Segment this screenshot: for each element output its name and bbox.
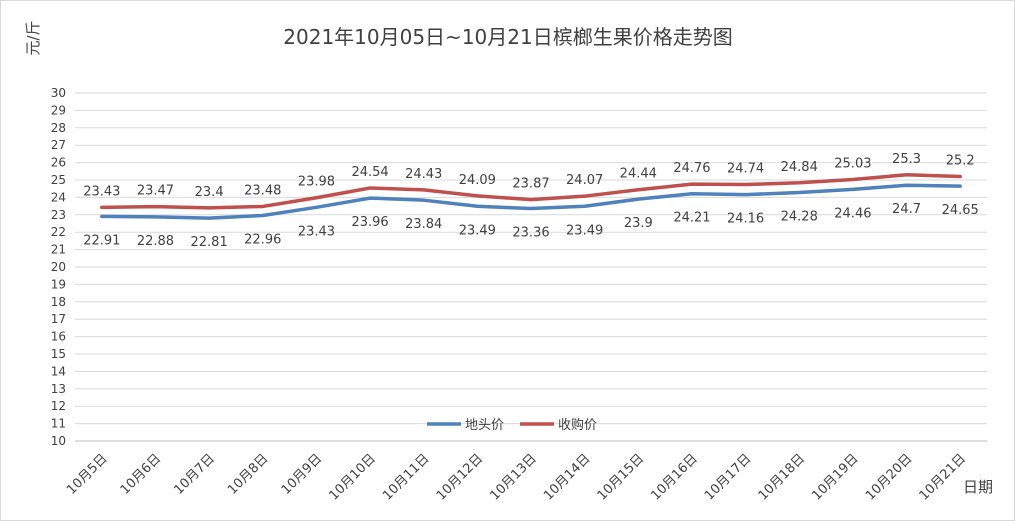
- gridlines: [75, 92, 987, 442]
- y-tick-label: 16: [51, 330, 66, 344]
- data-label: 25.2: [946, 154, 975, 169]
- x-tick-label: 10月17日: [702, 451, 754, 503]
- y-tick-label: 28: [51, 121, 66, 135]
- y-tick-label: 24: [51, 190, 66, 204]
- data-label: 24.44: [620, 167, 657, 182]
- data-label: 24.65: [942, 203, 979, 218]
- chart-title: 2021年10月05日~10月21日槟榔生果价格走势图: [283, 25, 732, 49]
- data-label: 23.43: [298, 224, 335, 239]
- data-label: 22.91: [83, 233, 120, 248]
- data-label: 23.43: [83, 184, 120, 199]
- x-tick-label: 10月6日: [118, 451, 165, 498]
- y-tick-label: 15: [51, 347, 66, 361]
- data-label: 24.16: [727, 212, 764, 227]
- data-label: 24.09: [459, 173, 496, 188]
- y-tick-label: 21: [51, 243, 66, 257]
- data-label: 22.81: [191, 235, 228, 250]
- y-tick-label: 13: [51, 382, 66, 396]
- y-tick-label: 14: [51, 364, 66, 378]
- data-labels: 22.91 22.88 22.81 22.96 23.43 23.96 23.84 23.49…: [83, 152, 979, 250]
- y-tick-label: 22: [51, 225, 66, 239]
- data-label: 23.47: [137, 184, 174, 199]
- x-axis-ticks: 10月5日 10月6日 10月7日 10月8日 10月9日 10月10日 10月11日 10月…: [64, 451, 969, 503]
- y-tick-label: 25: [51, 173, 66, 187]
- data-label: 24.21: [673, 211, 710, 226]
- y-tick-label: 18: [51, 295, 66, 309]
- data-label: 24.43: [405, 167, 442, 182]
- data-label: 23.49: [566, 223, 603, 238]
- x-tick-label: 10月9日: [279, 451, 326, 498]
- series-line: [100, 183, 962, 220]
- x-tick-label: 10月16日: [648, 451, 700, 503]
- x-tick-label: 10月15日: [595, 451, 647, 503]
- data-label: 23.48: [244, 183, 281, 198]
- data-label: 23.9: [624, 216, 653, 231]
- data-label: 24.74: [727, 162, 764, 177]
- y-tick-label: 19: [51, 277, 66, 291]
- y-axis-ticks: 10 11 12 13 14 15 16 17 18 19 20 21 22 23 24 25 26 27 28 29…: [51, 86, 66, 448]
- y-tick-label: 26: [51, 156, 66, 170]
- x-tick-label: 10月18日: [756, 451, 808, 503]
- data-label: 24.54: [351, 165, 388, 180]
- x-tick-label: 10月7日: [171, 451, 218, 498]
- data-label: 23.96: [351, 215, 388, 230]
- x-tick-label: 10月8日: [225, 451, 272, 498]
- data-label: 22.96: [244, 232, 281, 247]
- y-tick-label: 12: [51, 399, 66, 413]
- data-label: 23.36: [512, 226, 549, 241]
- x-tick-label: 10月11日: [380, 451, 432, 503]
- x-tick-label: 10月19日: [809, 451, 861, 503]
- data-label: 23.49: [459, 223, 496, 238]
- data-label: 24.46: [834, 206, 871, 221]
- data-label: 24.7: [892, 202, 921, 217]
- data-label: 24.07: [566, 173, 603, 188]
- x-tick-label: 10月21日: [917, 451, 969, 503]
- y-tick-label: 10: [51, 434, 66, 448]
- x-tick-label: 10月13日: [487, 451, 539, 503]
- x-tick-label: 10月20日: [863, 451, 915, 503]
- y-axis-label: 元/斤: [24, 20, 42, 55]
- data-label: 24.84: [781, 160, 818, 175]
- y-tick-label: 20: [51, 260, 66, 274]
- data-label: 23.4: [195, 185, 224, 200]
- data-label: 23.98: [298, 175, 335, 190]
- y-tick-label: 30: [51, 86, 66, 100]
- y-tick-label: 17: [51, 312, 66, 326]
- legend: 地头价 收购价: [427, 417, 597, 433]
- y-tick-label: 29: [51, 103, 66, 117]
- data-label: 24.28: [781, 210, 818, 225]
- x-tick-label: 10月12日: [434, 451, 486, 503]
- data-label: 25.03: [834, 156, 871, 171]
- x-tick-label: 10月14日: [541, 451, 593, 503]
- y-tick-label: 23: [51, 208, 66, 222]
- y-tick-label: 11: [51, 417, 66, 431]
- data-label: 25.3: [892, 152, 921, 167]
- series-lines: [100, 173, 962, 220]
- data-label: 24.76: [673, 161, 710, 176]
- data-label: 22.88: [137, 234, 174, 249]
- legend-label: 地头价: [465, 418, 504, 433]
- series-line: [100, 173, 962, 210]
- x-axis-label: 日期: [963, 478, 993, 496]
- data-label: 23.84: [405, 217, 442, 232]
- y-tick-label: 27: [51, 138, 66, 152]
- x-tick-label: 10月5日: [64, 451, 111, 498]
- data-label: 23.87: [512, 177, 549, 192]
- legend-label: 收购价: [558, 417, 597, 433]
- x-tick-label: 10月10日: [326, 451, 378, 503]
